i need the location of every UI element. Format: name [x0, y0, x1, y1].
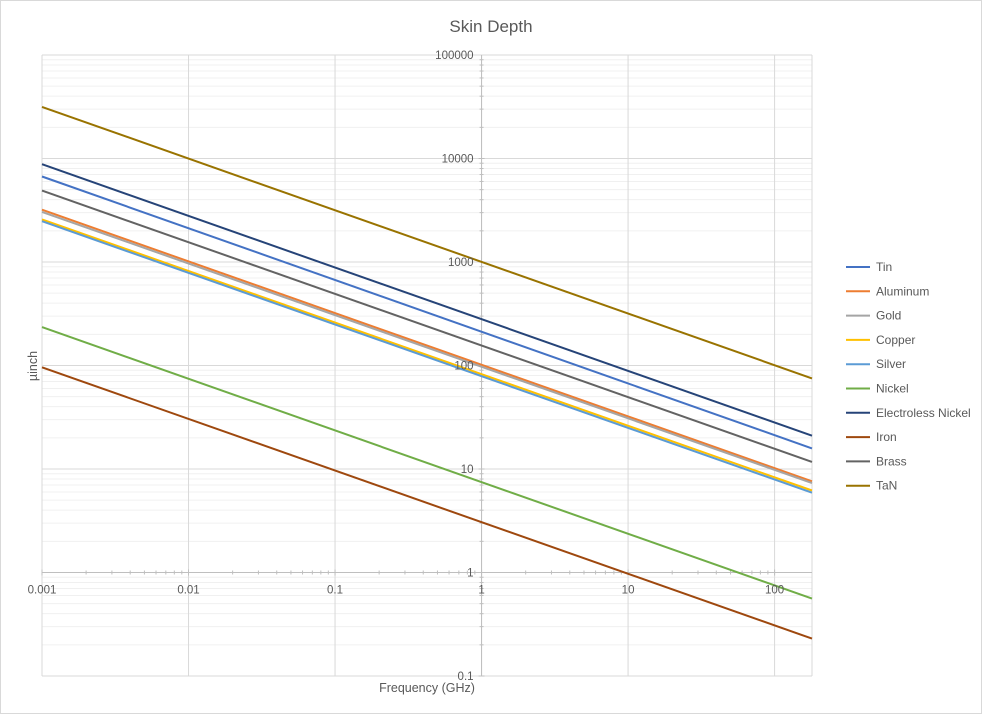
tick-labels: 0.001 0.01 0.1 1 10 100 0.1 1 10 100 1000 10000 1000… — [28, 50, 785, 683]
y-axis-title: µinch — [26, 351, 40, 381]
series-line-silver — [41, 220, 813, 494]
x-tick-label: 0.1 — [327, 585, 343, 597]
y-tick-label: 100000 — [435, 50, 473, 62]
grid — [41, 54, 813, 677]
x-axis-title: Frequency (GHz) — [379, 681, 475, 695]
legend-label-silver: Silver — [876, 357, 906, 371]
series-line-iron — [41, 366, 813, 640]
chart-title: Skin Depth — [449, 17, 532, 36]
y-tick-label: 0.1 — [458, 671, 474, 683]
x-tick-label: 0.01 — [177, 585, 199, 597]
legend-label-brass: Brass — [876, 454, 907, 468]
legend-label-electroless-nickel: Electroless Nickel — [876, 406, 971, 420]
series-lines — [41, 105, 813, 640]
x-tick-label: 10 — [622, 585, 635, 597]
y-tick-label: 1 — [467, 568, 473, 580]
series-line-gold — [41, 210, 813, 485]
legend-label-gold: Gold — [876, 309, 901, 323]
series-line-tin — [41, 175, 813, 450]
series-line-aluminum — [41, 208, 813, 483]
legend-label-copper: Copper — [876, 333, 915, 347]
x-tick-label: 0.001 — [28, 585, 57, 597]
legend-label-iron: Iron — [876, 430, 897, 444]
x-tick-label: 1 — [478, 585, 484, 597]
y-tick-label: 1000 — [448, 257, 474, 269]
legend-label-tan: TaN — [876, 479, 897, 493]
series-line-copper — [41, 218, 813, 492]
y-tick-label: 10 — [461, 464, 474, 476]
series-line-brass — [41, 189, 813, 463]
series-line-electroless-nickel — [41, 163, 813, 437]
legend-label-tin: Tin — [876, 260, 892, 274]
legend-label-nickel: Nickel — [876, 382, 909, 396]
y-tick-label: 100 — [454, 361, 473, 373]
series-line-tan — [41, 105, 813, 380]
legend-label-aluminum: Aluminum — [876, 284, 929, 298]
y-tick-label: 10000 — [442, 154, 474, 166]
x-tick-label: 100 — [765, 585, 784, 597]
series-line-nickel — [41, 326, 813, 600]
legend: Tin Aluminum Gold Copper Silver Nickel Electro… — [846, 260, 971, 493]
